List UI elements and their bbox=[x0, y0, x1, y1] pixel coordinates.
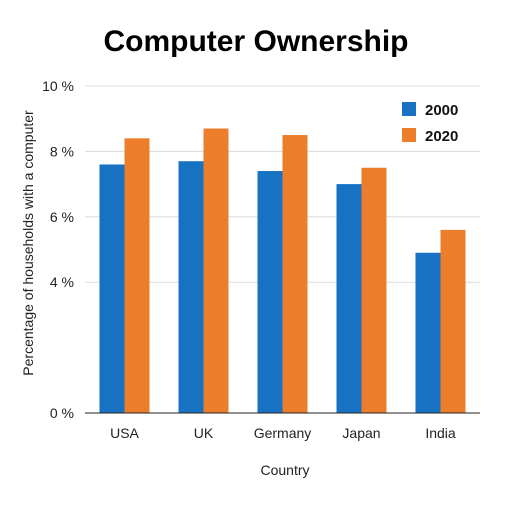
x-tick-label: Germany bbox=[254, 425, 312, 441]
y-tick-label: 8 % bbox=[50, 143, 74, 159]
legend-swatch bbox=[402, 128, 416, 142]
chart-title: Computer Ownership bbox=[103, 25, 408, 58]
bar-uk-2000 bbox=[178, 161, 204, 413]
bars bbox=[99, 128, 466, 414]
legend: 2000 2020 bbox=[402, 102, 458, 145]
x-axis-label: Country bbox=[260, 462, 309, 478]
bar-germany-2000 bbox=[257, 171, 283, 413]
x-tick-label: India bbox=[425, 425, 456, 441]
legend-swatch bbox=[402, 102, 416, 116]
y-tick-label: 4 % bbox=[50, 274, 74, 290]
y-tick-label: 0 % bbox=[50, 405, 74, 421]
x-tick-label: Japan bbox=[342, 425, 380, 441]
x-tick-label: USA bbox=[110, 425, 139, 441]
y-tick-label: 10 % bbox=[42, 78, 74, 94]
bar-uk-2020 bbox=[203, 128, 229, 413]
x-tick-label: UK bbox=[194, 425, 214, 441]
y-tick-label: 6 % bbox=[50, 209, 74, 225]
legend-label: 2000 bbox=[425, 102, 458, 119]
x-axis-ticks: USA UK Germany Japan India bbox=[110, 425, 456, 441]
bar-japan-2020 bbox=[361, 167, 387, 413]
bar-usa-2000 bbox=[99, 164, 125, 413]
bar-india-2020 bbox=[440, 229, 466, 413]
legend-label: 2020 bbox=[425, 128, 458, 145]
bar-japan-2000 bbox=[336, 184, 362, 413]
bar-germany-2020 bbox=[282, 135, 308, 414]
y-axis-label: Percentage of households with a computer bbox=[20, 110, 36, 376]
bar-india-2000 bbox=[415, 252, 441, 413]
bar-usa-2020 bbox=[124, 138, 150, 413]
y-axis-ticks: 0 % 4 % 6 % 8 % 10 % bbox=[42, 78, 74, 421]
